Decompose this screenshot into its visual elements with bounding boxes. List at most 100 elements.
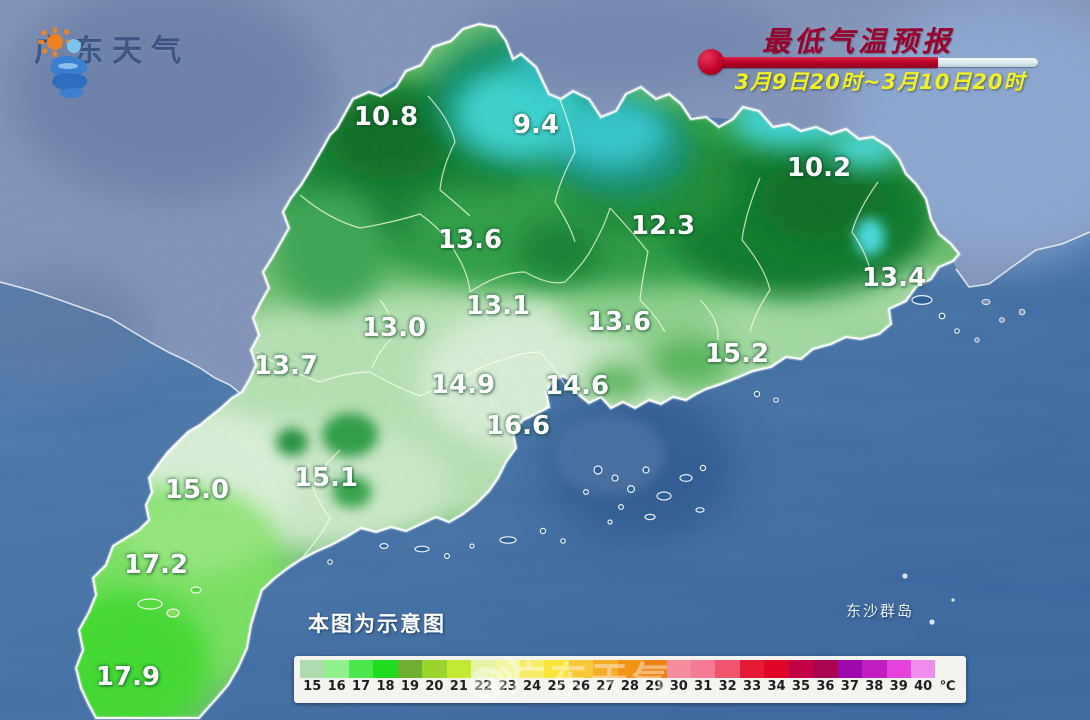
temp-label: 13.7 (253, 351, 319, 381)
legend-stop: 20 (422, 660, 447, 699)
legend-swatch (373, 660, 398, 678)
legend-swatch (739, 660, 765, 678)
legend-swatch (862, 660, 887, 678)
legend-tick: 30 (669, 679, 688, 694)
legend-tick: 36 (816, 679, 835, 694)
legend-stop: 18 (373, 660, 398, 699)
legend-swatch (568, 660, 594, 678)
legend-stop: 23 (495, 660, 520, 699)
temp-label: 15.0 (164, 475, 230, 505)
legend-tick: 20 (425, 679, 444, 694)
legend-tick: 38 (865, 679, 884, 694)
legend-swatch (666, 660, 691, 678)
legend-swatch (519, 660, 545, 678)
forecast-title: 最低气温预报 (761, 25, 954, 58)
legend-tick: 15 (303, 679, 322, 694)
legend-stop: 15 (300, 660, 325, 699)
legend-swatch (397, 660, 423, 678)
legend-swatch (691, 660, 716, 678)
forecast-title-block: 最低气温预报 (678, 20, 1038, 60)
legend-tick: 28 (620, 679, 639, 694)
temp-label: 16.6 (485, 411, 551, 441)
legend-stop: 19 (397, 660, 423, 699)
legend-swatch (837, 660, 863, 678)
legend-stop: 26 (568, 660, 594, 699)
legend-tick: 27 (596, 679, 615, 694)
legend-stop: 29 (642, 660, 667, 699)
legend-swatch (446, 660, 472, 678)
legend-unit-col: ℃ (935, 660, 959, 699)
legend-swatch (617, 660, 643, 678)
legend-tick: 37 (840, 679, 859, 694)
thermometer-bulb (698, 49, 724, 75)
legend-swatch (348, 660, 374, 678)
temp-label: 17.9 (95, 662, 161, 692)
legend-stop: 22 (471, 660, 496, 699)
temp-label: 10.2 (786, 153, 852, 183)
legend-tick: 25 (547, 679, 566, 694)
legend-swatch (544, 660, 569, 678)
legend-tick: 33 (743, 679, 762, 694)
legend-tick: 23 (498, 679, 517, 694)
legend-swatch (886, 660, 911, 678)
islands (327, 295, 960, 565)
weather-logo-icon (38, 27, 88, 99)
legend-swatch (788, 660, 814, 678)
temp-label: 13.1 (465, 291, 531, 321)
legend-tick: 19 (400, 679, 420, 694)
legend-stop: 25 (544, 660, 569, 699)
thermometer-stem-empty (938, 58, 1038, 67)
county-boundaries (255, 95, 879, 559)
temp-label: 9.4 (512, 110, 560, 140)
province-border (74, 22, 961, 719)
temp-label: 12.3 (630, 211, 696, 241)
legend-swatch (324, 660, 349, 678)
legend-stop: 31 (691, 660, 716, 699)
legend-tick: 18 (376, 679, 395, 694)
temp-label: 13.4 (861, 263, 927, 293)
legend-stop: 17 (348, 660, 374, 699)
legend-tick: 16 (327, 679, 346, 694)
green-islets (137, 586, 202, 618)
legend-swatch (422, 660, 447, 678)
legend-tick: 24 (523, 679, 542, 694)
legend-swatch (910, 660, 936, 678)
legend-tick: 21 (449, 679, 468, 694)
thermometer-stem-mercury (716, 57, 938, 68)
legend-stop: 16 (324, 660, 349, 699)
temp-label: 17.2 (123, 550, 189, 580)
legend-stop: 38 (862, 660, 887, 699)
legend-tick: 31 (694, 679, 713, 694)
legend-tick: 40 (914, 679, 933, 694)
station-logo: 广东天气 (34, 26, 190, 99)
map-note: 本图为示意图 (308, 612, 446, 636)
dongsha-islands (902, 573, 955, 625)
legend-stop: 35 (788, 660, 814, 699)
temperature-legend: 15 16 17 18 19 20 21 22 23 24 25 26 27 28 29 30 31 32 33 34… (294, 656, 966, 703)
legend-tick: 22 (474, 679, 493, 694)
legend-tick: 26 (571, 679, 591, 694)
legend-stop: 40 (910, 660, 936, 699)
temp-label: 15.1 (293, 463, 359, 493)
legend-swatch (715, 660, 740, 678)
temp-label: 15.2 (704, 339, 770, 369)
legend-stop: 34 (764, 660, 789, 699)
legend-swatch (764, 660, 789, 678)
forecast-date-range: 3月9日20时~3月10日20时 (734, 70, 1026, 94)
legend-unit: ℃ (939, 679, 956, 694)
legend-stop: 33 (739, 660, 765, 699)
legend-tick: 39 (889, 679, 908, 694)
legend-stop: 21 (446, 660, 472, 699)
temp-label: 14.9 (430, 370, 496, 400)
legend-swatch (642, 660, 667, 678)
legend-stop: 27 (593, 660, 618, 699)
legend-tick: 34 (767, 679, 786, 694)
legend-stop: 32 (715, 660, 740, 699)
temp-label: 13.0 (361, 313, 427, 343)
temp-label: 13.6 (586, 307, 652, 337)
legend-stop: 30 (666, 660, 691, 699)
legend-stop: 39 (886, 660, 911, 699)
legend-stop: 24 (519, 660, 545, 699)
